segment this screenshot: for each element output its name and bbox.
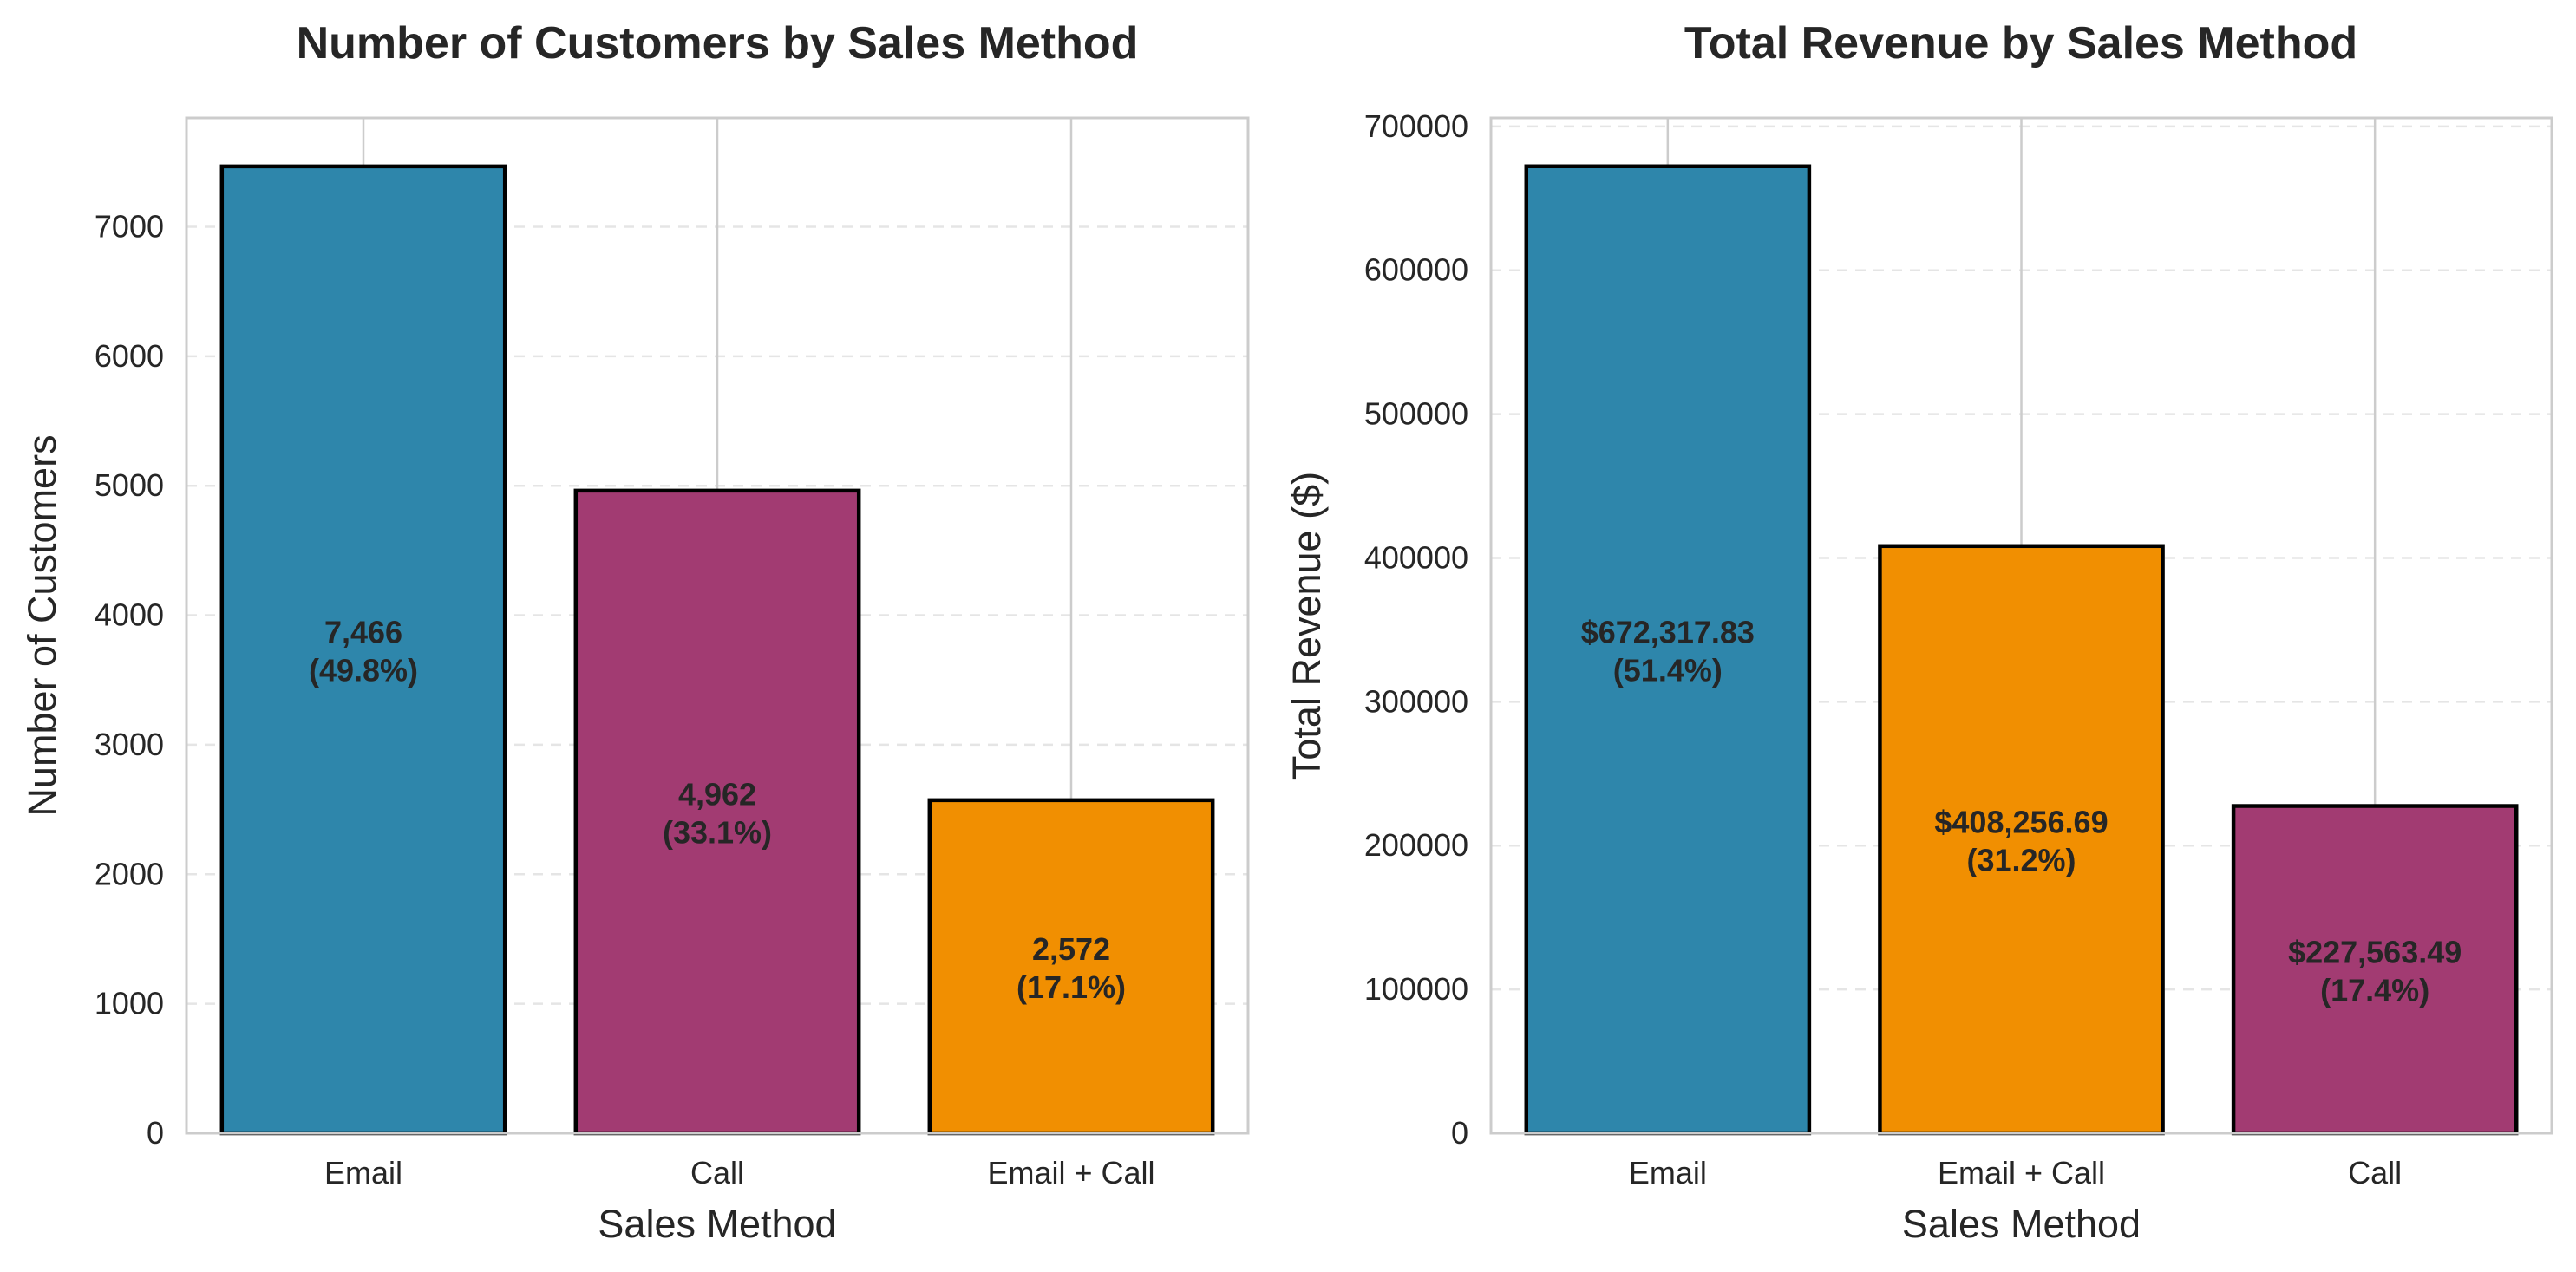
bar-email[interactable]	[219, 164, 507, 1136]
bar-value-label: $408,256.69	[1934, 804, 2108, 839]
bar-email-call[interactable]	[927, 798, 1215, 1136]
customers-chart: Number of Customers by Sales Method 7,46…	[20, 18, 1250, 1246]
y-tick-label: 2000	[95, 856, 164, 891]
bar-percent-label: (17.4%)	[2320, 972, 2429, 1008]
y-tick-label: 200000	[1364, 827, 1468, 863]
chart-title: Total Revenue by Sales Method	[1684, 18, 2357, 68]
bar-email-call[interactable]	[1878, 544, 2165, 1136]
bar-call[interactable]	[573, 488, 861, 1136]
y-tick-label: 700000	[1364, 108, 1468, 144]
x-tick-label: Email + Call	[1938, 1155, 2105, 1190]
bar-percent-label: (51.4%)	[1613, 652, 1723, 688]
y-tick-label: 0	[147, 1115, 164, 1151]
y-tick-label: 4000	[95, 597, 164, 633]
y-tick-label: 0	[1451, 1115, 1468, 1151]
y-tick-label: 5000	[95, 467, 164, 503]
y-tick-label: 3000	[95, 727, 164, 762]
bar-value-label: $672,317.83	[1581, 614, 1755, 649]
y-tick-label: 1000	[95, 986, 164, 1021]
x-tick-label: Email + Call	[987, 1155, 1154, 1190]
x-tick-label: Call	[690, 1155, 744, 1190]
chart-title: Number of Customers by Sales Method	[297, 18, 1139, 68]
bar-percent-label: (33.1%)	[663, 814, 772, 850]
bar-email[interactable]	[1524, 164, 1812, 1136]
y-tick-label: 400000	[1364, 539, 1468, 575]
y-tick-label: 7000	[95, 208, 164, 244]
bar-percent-label: (31.2%)	[1966, 842, 2076, 877]
x-tick-label: Email	[1629, 1155, 1707, 1190]
revenue-chart: Total Revenue by Sales Method $672,317.8…	[1285, 18, 2553, 1246]
x-axis-label: Sales Method	[598, 1202, 836, 1246]
y-tick-label: 100000	[1364, 971, 1468, 1007]
x-tick-label: Email	[324, 1155, 402, 1190]
bar-call[interactable]	[2231, 804, 2519, 1136]
bar-value-label: 7,466	[324, 614, 402, 649]
x-axis-label: Sales Method	[1902, 1202, 2141, 1246]
bar-value-label: 4,962	[678, 776, 756, 812]
bar-percent-label: (49.8%)	[309, 652, 418, 688]
x-tick-label: Call	[2348, 1155, 2402, 1190]
bar-value-label: 2,572	[1032, 931, 1110, 967]
y-axis-label: Number of Customers	[20, 434, 64, 816]
bar-value-label: $227,563.49	[2288, 934, 2462, 969]
y-tick-label: 6000	[95, 338, 164, 374]
bar-percent-label: (17.1%)	[1017, 969, 1126, 1005]
plot-frame	[1489, 116, 2553, 1135]
y-tick-label: 500000	[1364, 396, 1468, 432]
y-axis-label: Total Revenue ($)	[1285, 472, 1329, 780]
y-tick-label: 600000	[1364, 252, 1468, 288]
plot-frame	[185, 116, 1250, 1135]
y-tick-label: 300000	[1364, 683, 1468, 719]
